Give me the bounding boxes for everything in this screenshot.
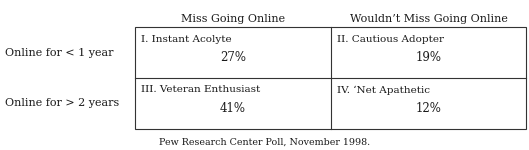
Text: IV. ‘Net Apathetic: IV. ‘Net Apathetic (337, 85, 430, 95)
Text: Wouldn’t Miss Going Online: Wouldn’t Miss Going Online (350, 14, 507, 24)
Text: 41%: 41% (220, 102, 246, 114)
Text: I. Instant Acolyte: I. Instant Acolyte (141, 34, 232, 43)
Text: Miss Going Online: Miss Going Online (181, 14, 285, 24)
Text: 12%: 12% (416, 102, 441, 114)
Text: III. Veteran Enthusiast: III. Veteran Enthusiast (141, 85, 260, 94)
Text: II. Cautious Adopter: II. Cautious Adopter (337, 34, 444, 43)
Text: 19%: 19% (415, 51, 442, 63)
Text: Pew Research Center Poll, November 1998.: Pew Research Center Poll, November 1998. (159, 138, 370, 147)
Text: Online for < 1 year: Online for < 1 year (5, 48, 114, 57)
Text: 27%: 27% (220, 51, 246, 63)
Text: Online for > 2 years: Online for > 2 years (5, 99, 120, 108)
